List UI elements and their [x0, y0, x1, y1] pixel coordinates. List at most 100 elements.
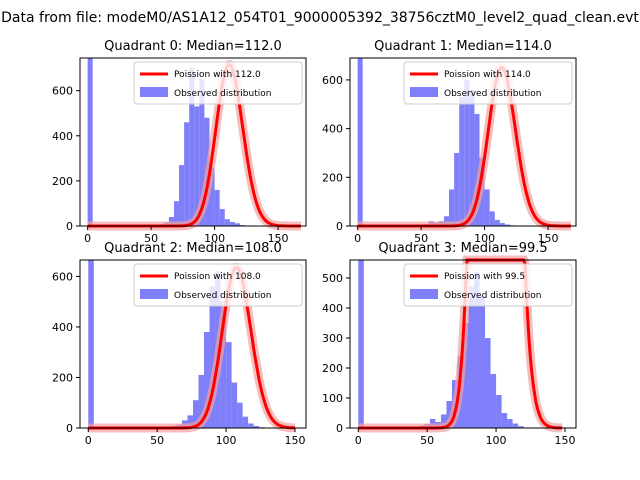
histogram-bar — [468, 287, 475, 428]
histogram-bar — [193, 400, 199, 428]
histogram-bar — [443, 216, 450, 226]
histogram-bar — [474, 272, 480, 428]
y-tick-label: 0 — [336, 220, 343, 233]
legend-histogram-swatch — [410, 87, 438, 97]
histogram-bar — [459, 96, 465, 227]
y-tick-label: 200 — [322, 362, 343, 375]
legend-histogram-label: Observed distribution — [444, 291, 541, 301]
x-tick-label: 150 — [284, 434, 305, 447]
y-tick-label: 200 — [52, 371, 73, 384]
x-tick-label: 50 — [420, 434, 434, 447]
y-tick-label: 400 — [52, 321, 73, 334]
histogram-bar — [490, 374, 497, 428]
histogram-bar — [253, 425, 260, 428]
histogram-bar — [248, 423, 254, 428]
histogram-bar — [469, 89, 475, 226]
legend-box — [133, 61, 303, 105]
histogram-bar — [204, 332, 210, 428]
y-tick-label: 500 — [322, 272, 343, 285]
histogram-bar — [229, 221, 235, 226]
x-tick-label: 0 — [85, 434, 92, 447]
subplot-quadrant-3: 0 50 100 150 0 100 200 300 400 500 Quadrant 3: Med… — [322, 241, 577, 447]
x-tick-label: 0 — [84, 232, 91, 245]
legend-histogram-label: Observed distribution — [174, 291, 271, 301]
axes-frame — [349, 57, 577, 227]
histogram-bar — [198, 374, 205, 428]
subplot-quadrant-1: 0 50 100 150 0 200 400 600 Quadrant 1: Median=11… — [322, 39, 577, 245]
x-tick-label: 150 — [554, 434, 575, 447]
histogram-bar — [518, 426, 524, 428]
histogram-bar — [226, 342, 232, 428]
y-tick-label: 200 — [52, 175, 73, 188]
legend-histogram-label: Observed distribution — [444, 89, 541, 99]
histogram-bar — [209, 286, 216, 428]
x-tick-label: 100 — [216, 434, 237, 447]
histogram-bar — [357, 58, 363, 226]
histogram-bar — [454, 152, 460, 226]
histogram-bar — [231, 382, 238, 428]
y-tick-label: 0 — [66, 220, 73, 233]
legend-histogram-label: Observed distribution — [174, 89, 271, 99]
x-tick-label: 150 — [268, 232, 289, 245]
subplot-title: Quadrant 1: Median=114.0 — [374, 39, 552, 54]
figure-suptitle: Data from file: modeM0/AS1A12_054T01_900… — [1, 10, 639, 26]
histogram-bar — [494, 219, 500, 226]
y-tick-label: 400 — [322, 123, 343, 136]
x-tick-label: 50 — [414, 232, 428, 245]
y-tick-label: 300 — [322, 332, 343, 345]
histogram-bar — [173, 201, 180, 226]
histogram-bar — [499, 223, 505, 226]
histogram-bar — [189, 68, 195, 227]
legend-histogram-swatch — [140, 87, 168, 97]
subplot-title: Quadrant 0: Median=112.0 — [104, 39, 282, 54]
histogram-bar — [463, 323, 469, 428]
x-tick-label: 0 — [355, 434, 362, 447]
histogram-bar — [485, 338, 491, 428]
subplot-quadrant-2: 0 50 100 150 0 200 400 600 Quadrant 2: Median=10… — [52, 241, 307, 447]
y-tick-label: 600 — [52, 85, 73, 98]
y-tick-label: 600 — [52, 270, 73, 283]
histogram-bar — [220, 301, 227, 428]
histogram-bar — [234, 223, 240, 226]
histogram-bar — [489, 211, 495, 226]
histogram-bar — [496, 395, 502, 428]
histogram-bar — [184, 122, 190, 226]
histogram-bar — [168, 216, 174, 226]
x-tick-label: 50 — [144, 232, 158, 245]
histogram-bar — [479, 296, 486, 428]
x-tick-label: 100 — [204, 232, 225, 245]
y-tick-label: 0 — [66, 422, 73, 435]
histogram-bar — [449, 189, 455, 226]
legend-fit-label: Poission with 112.0 — [174, 70, 261, 80]
histogram-bar — [179, 165, 185, 226]
histogram-bar — [474, 114, 480, 226]
axes-frame — [79, 57, 307, 227]
histogram-bar — [209, 167, 215, 226]
legend-fit-label: Poission with 114.0 — [444, 70, 531, 80]
legend-box — [403, 263, 573, 307]
x-tick-label: 150 — [538, 232, 559, 245]
histogram-bar — [199, 79, 205, 226]
axes-frame — [79, 259, 307, 429]
axes-frame — [349, 259, 577, 429]
y-tick-label: 400 — [52, 130, 73, 143]
legend-box — [133, 263, 303, 307]
histogram-bar — [214, 189, 220, 226]
histogram-bar — [194, 106, 200, 226]
y-tick-label: 0 — [336, 422, 343, 435]
y-tick-label: 100 — [322, 392, 343, 405]
subplot-title: Quadrant 3: Median=99.5 — [378, 241, 547, 256]
histogram-bar — [501, 413, 508, 428]
y-tick-label: 600 — [322, 74, 343, 87]
histogram-bar — [224, 219, 230, 226]
histogram-bar — [242, 416, 249, 428]
histogram-bar — [358, 260, 364, 428]
histogram-bar — [440, 414, 447, 428]
histogram-bar — [507, 419, 513, 428]
x-tick-label: 50 — [150, 434, 164, 447]
x-tick-label: 100 — [486, 434, 507, 447]
histogram-bar — [446, 401, 452, 428]
histogram-bar — [87, 58, 93, 226]
legend-histogram-swatch — [140, 289, 168, 299]
